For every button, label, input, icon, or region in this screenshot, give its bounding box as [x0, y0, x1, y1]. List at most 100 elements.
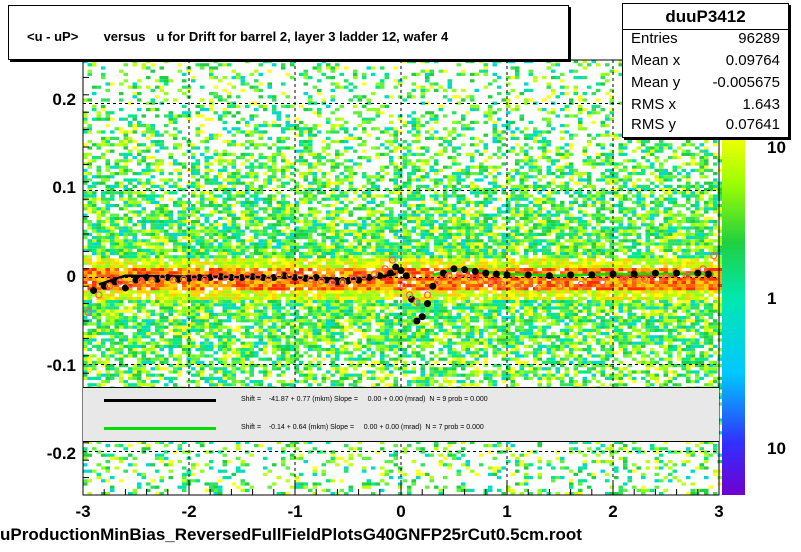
- heatmap-cell: [704, 175, 709, 179]
- heatmap-cell: [551, 204, 556, 208]
- heatmap-cell: [542, 143, 547, 147]
- heatmap-cell: [231, 172, 236, 176]
- heatmap-cell: [96, 261, 101, 265]
- heatmap-cell: [258, 162, 263, 166]
- heatmap-cell: [380, 165, 385, 169]
- heatmap-cell: [546, 210, 551, 214]
- heatmap-cell: [569, 252, 574, 256]
- heatmap-cell: [407, 149, 412, 153]
- heatmap-cell: [668, 194, 673, 198]
- heatmap-cell: [245, 191, 250, 195]
- heatmap-cell: [573, 255, 578, 259]
- heatmap-cell: [501, 223, 506, 227]
- heatmap-cell: [366, 200, 371, 204]
- heatmap-cell: [321, 162, 326, 166]
- heatmap-cell: [591, 184, 596, 188]
- heatmap-cell: [128, 178, 133, 182]
- heatmap-cell: [456, 216, 461, 220]
- heatmap-cell: [258, 271, 263, 275]
- heatmap-cell: [573, 172, 578, 176]
- heatmap-cell: [240, 216, 245, 220]
- heatmap-cell: [398, 79, 403, 83]
- heatmap-cell: [249, 210, 254, 214]
- heatmap-cell: [456, 255, 461, 259]
- heatmap-cell: [204, 172, 209, 176]
- heatmap-cell: [335, 108, 340, 112]
- heatmap-cell: [465, 95, 470, 99]
- heatmap-cell: [659, 232, 664, 236]
- heatmap-cell: [209, 248, 214, 252]
- heatmap-cell: [596, 200, 601, 204]
- heatmap-cell: [497, 210, 502, 214]
- heatmap-cell: [690, 268, 695, 272]
- heatmap-cell: [569, 216, 574, 220]
- heatmap-cell: [92, 156, 97, 160]
- heatmap-cell: [146, 156, 151, 160]
- heatmap-cell: [110, 242, 115, 246]
- heatmap-cell: [353, 188, 358, 192]
- heatmap-cell: [245, 133, 250, 137]
- heatmap-cell: [515, 223, 520, 227]
- heatmap-cell: [362, 76, 367, 80]
- heatmap-cell: [276, 207, 281, 211]
- heatmap-cell: [551, 220, 556, 224]
- heatmap-cell: [456, 258, 461, 262]
- heatmap-cell: [335, 236, 340, 240]
- heatmap-cell: [492, 184, 497, 188]
- heatmap-cell: [353, 252, 358, 256]
- heatmap-cell: [447, 264, 452, 268]
- heatmap-cell: [704, 207, 709, 211]
- heatmap-cell: [560, 223, 565, 227]
- heatmap-cell: [551, 76, 556, 80]
- heatmap-cell: [470, 200, 475, 204]
- heatmap-cell: [119, 130, 124, 134]
- heatmap-cell: [191, 191, 196, 195]
- heatmap-cell: [425, 239, 430, 243]
- heatmap-cell: [308, 127, 313, 131]
- heatmap-cell: [362, 268, 367, 272]
- heatmap-cell: [164, 242, 169, 246]
- heatmap-cell: [245, 152, 250, 156]
- heatmap-cell: [119, 82, 124, 86]
- heatmap-cell: [641, 194, 646, 198]
- heatmap-cell: [704, 188, 709, 192]
- heatmap-cell: [164, 92, 169, 96]
- heatmap-cell: [411, 194, 416, 198]
- heatmap-cell: [717, 194, 722, 198]
- heatmap-cell: [600, 82, 605, 86]
- heatmap-cell: [96, 242, 101, 246]
- heatmap-cell: [209, 197, 214, 201]
- heatmap-cell: [677, 242, 682, 246]
- heatmap-cell: [717, 207, 722, 211]
- heatmap-cell: [168, 111, 173, 115]
- heatmap-cell: [479, 69, 484, 73]
- heatmap-cell: [537, 133, 542, 137]
- heatmap-cell: [312, 178, 317, 182]
- heatmap-cell: [434, 130, 439, 134]
- heatmap-cell: [582, 223, 587, 227]
- heatmap-cell: [537, 248, 542, 252]
- heatmap-cell: [227, 188, 232, 192]
- heatmap-cell: [159, 172, 164, 176]
- heatmap-cell: [177, 264, 182, 268]
- heatmap-cell: [339, 258, 344, 262]
- heatmap-cell: [402, 245, 407, 249]
- heatmap-cell: [110, 239, 115, 243]
- heatmap-cell: [510, 264, 515, 268]
- heatmap-cell: [506, 149, 511, 153]
- heatmap-cell: [627, 255, 632, 259]
- heatmap-cell: [119, 92, 124, 96]
- heatmap-cell: [555, 242, 560, 246]
- heatmap-cell: [312, 271, 317, 275]
- heatmap-cell: [425, 172, 430, 176]
- heatmap-cell: [240, 143, 245, 147]
- heatmap-cell: [497, 184, 502, 188]
- heatmap-cell: [177, 255, 182, 259]
- heatmap-cell: [650, 213, 655, 217]
- heatmap-cell: [123, 200, 128, 204]
- heatmap-cell: [443, 188, 448, 192]
- heatmap-cell: [87, 207, 92, 211]
- heatmap-cell: [303, 194, 308, 198]
- heatmap-cell: [294, 133, 299, 137]
- heatmap-cell: [425, 69, 430, 73]
